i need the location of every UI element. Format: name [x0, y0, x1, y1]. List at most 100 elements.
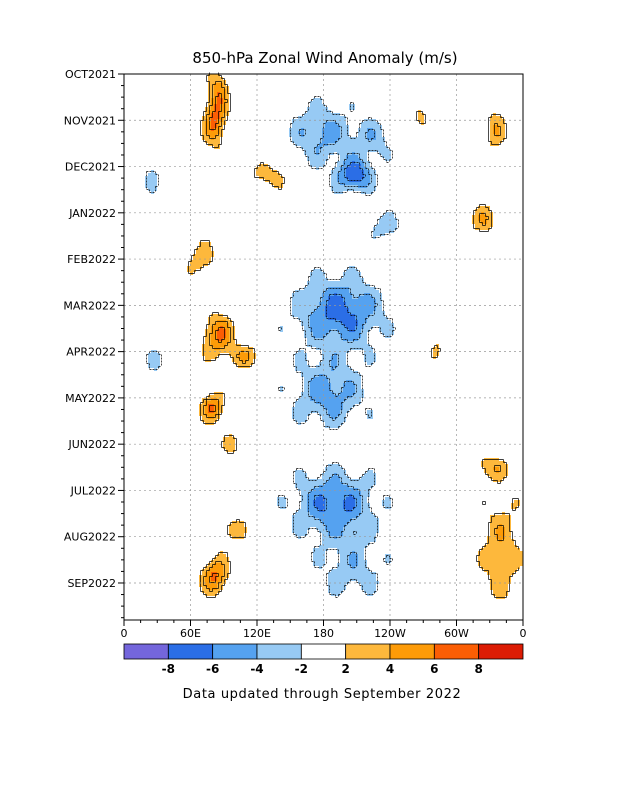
anomaly-cell-2677 — [364, 494, 367, 497]
anomaly-cell-1215 — [295, 299, 298, 302]
anomaly-cell-615 — [343, 155, 346, 158]
anomaly-cell-2107 — [352, 386, 355, 389]
anomaly-cell-2946 — [361, 521, 364, 524]
anomaly-cell-1776 — [334, 347, 337, 350]
anomaly-cell-1489 — [319, 323, 322, 326]
anomaly-cell-802 — [154, 182, 157, 185]
anomaly-cell-1198 — [334, 296, 337, 299]
anomaly-cell-1919 — [340, 359, 343, 362]
anomaly-cell-3414 — [517, 563, 520, 566]
anomaly-cell-1186 — [298, 296, 301, 299]
anomaly-cell-1804 — [235, 350, 238, 353]
anomaly-cell-2191 — [307, 398, 310, 401]
anomaly-cell-2050 — [355, 377, 358, 380]
anomaly-cell-939 — [376, 227, 379, 230]
anomaly-cell-3184 — [364, 542, 367, 545]
anomaly-cell-1088 — [328, 284, 331, 287]
anomaly-cell-3042 — [235, 530, 238, 533]
colorbar-label-3: -2 — [295, 662, 308, 676]
anomaly-cell-1935 — [295, 362, 298, 365]
anomaly-cell-1608 — [328, 332, 331, 335]
colorbar-swatch-0 — [123, 643, 169, 660]
anomaly-cell-1880 — [298, 356, 301, 359]
anomaly-cell-3582 — [205, 581, 208, 584]
anomaly-cell-256 — [301, 125, 304, 128]
anomaly-cell-3476 — [502, 569, 505, 572]
anomaly-cell-216 — [292, 122, 295, 125]
anomaly-cell-1620 — [364, 332, 367, 335]
anomaly-cell-2550 — [367, 479, 370, 482]
anomaly-cell-67 — [313, 101, 316, 104]
anomaly-cell-1309 — [307, 308, 310, 311]
anomaly-cell-3281 — [313, 554, 316, 557]
data-updated-note: Data updated through September 2022 — [183, 687, 462, 702]
anomaly-cell-194 — [337, 119, 340, 122]
anomaly-cell-3033 — [490, 527, 493, 530]
anomaly-cell-3388 — [316, 563, 319, 566]
anomaly-cell-138 — [418, 113, 421, 116]
anomaly-cell-2925 — [298, 521, 301, 524]
anomaly-cell-2039 — [322, 377, 325, 380]
anomaly-cell-1146 — [355, 290, 358, 293]
anomaly-cell-2440 — [490, 464, 493, 467]
anomaly-cell-2634 — [304, 491, 307, 494]
anomaly-cell-2944 — [355, 521, 358, 524]
anomaly-cell-602 — [364, 152, 367, 155]
y-tick-label-9: JUL2022 — [70, 484, 116, 497]
anomaly-cell-2505 — [301, 476, 304, 479]
anomaly-cell-2809 — [334, 509, 337, 512]
anomaly-cell-1617 — [355, 332, 358, 335]
anomaly-cell-2739 — [301, 503, 304, 506]
anomaly-cell-2930 — [313, 521, 316, 524]
anomaly-cell-2924 — [295, 521, 298, 524]
anomaly-cell-2172 — [337, 395, 340, 398]
anomaly-cell-2860 — [328, 515, 331, 518]
anomaly-cell-3090 — [331, 533, 334, 536]
anomaly-cell-842 — [370, 185, 373, 188]
anomaly-cell-3339 — [508, 557, 511, 560]
anomaly-cell-3316 — [316, 557, 319, 560]
anomaly-cell-1491 — [325, 323, 328, 326]
anomaly-cell-2147 — [340, 392, 343, 395]
x-tick-label-5: 60W — [444, 627, 469, 640]
anomaly-cell-2865 — [343, 515, 346, 518]
anomaly-cell-3265 — [484, 551, 487, 554]
anomaly-cell-312 — [361, 128, 364, 131]
anomaly-cell-1568 — [319, 329, 322, 332]
anomaly-cell-3575 — [496, 578, 499, 581]
anomaly-cell-2785 — [346, 506, 349, 509]
anomaly-cell-3301 — [496, 554, 499, 557]
anomaly-cell-926 — [379, 224, 382, 227]
anomaly-cell-949 — [484, 227, 487, 230]
anomaly-cell-1890 — [343, 356, 346, 359]
anomaly-cell-97 — [322, 107, 325, 110]
anomaly-cell-1493 — [331, 323, 334, 326]
anomaly-cell-726 — [262, 173, 265, 176]
anomaly-cell-3370 — [493, 560, 496, 563]
anomaly-cell-1495 — [337, 323, 340, 326]
anomaly-cell-2312 — [322, 410, 325, 413]
anomaly-cell-3352 — [319, 560, 322, 563]
anomaly-cell-1972 — [343, 365, 346, 368]
anomaly-cell-1858 — [367, 353, 370, 356]
anomaly-cell-509 — [352, 143, 355, 146]
anomaly-cell-590 — [325, 152, 328, 155]
anomaly-cell-2434 — [331, 464, 334, 467]
anomaly-cell-3604 — [493, 581, 496, 584]
anomaly-cell-2289 — [337, 407, 340, 410]
anomaly-cell-3568 — [361, 578, 364, 581]
anomaly-cell-1724 — [220, 344, 223, 347]
anomaly-cell-1714 — [355, 341, 358, 344]
anomaly-cell-1609 — [331, 332, 334, 335]
anomaly-cell-1452 — [322, 320, 325, 323]
anomaly-cell-3273 — [508, 551, 511, 554]
anomaly-cell-3056 — [334, 530, 337, 533]
y-tick-label-11: SEP2022 — [67, 577, 116, 590]
anomaly-cell-2206 — [352, 398, 355, 401]
anomaly-cell-2270 — [211, 407, 214, 410]
anomaly-cell-1536 — [340, 326, 343, 329]
anomaly-cell-3607 — [502, 581, 505, 584]
anomaly-cell-3291 — [358, 554, 361, 557]
anomaly-cell-798 — [373, 179, 376, 182]
anomaly-cell-222 — [310, 122, 313, 125]
